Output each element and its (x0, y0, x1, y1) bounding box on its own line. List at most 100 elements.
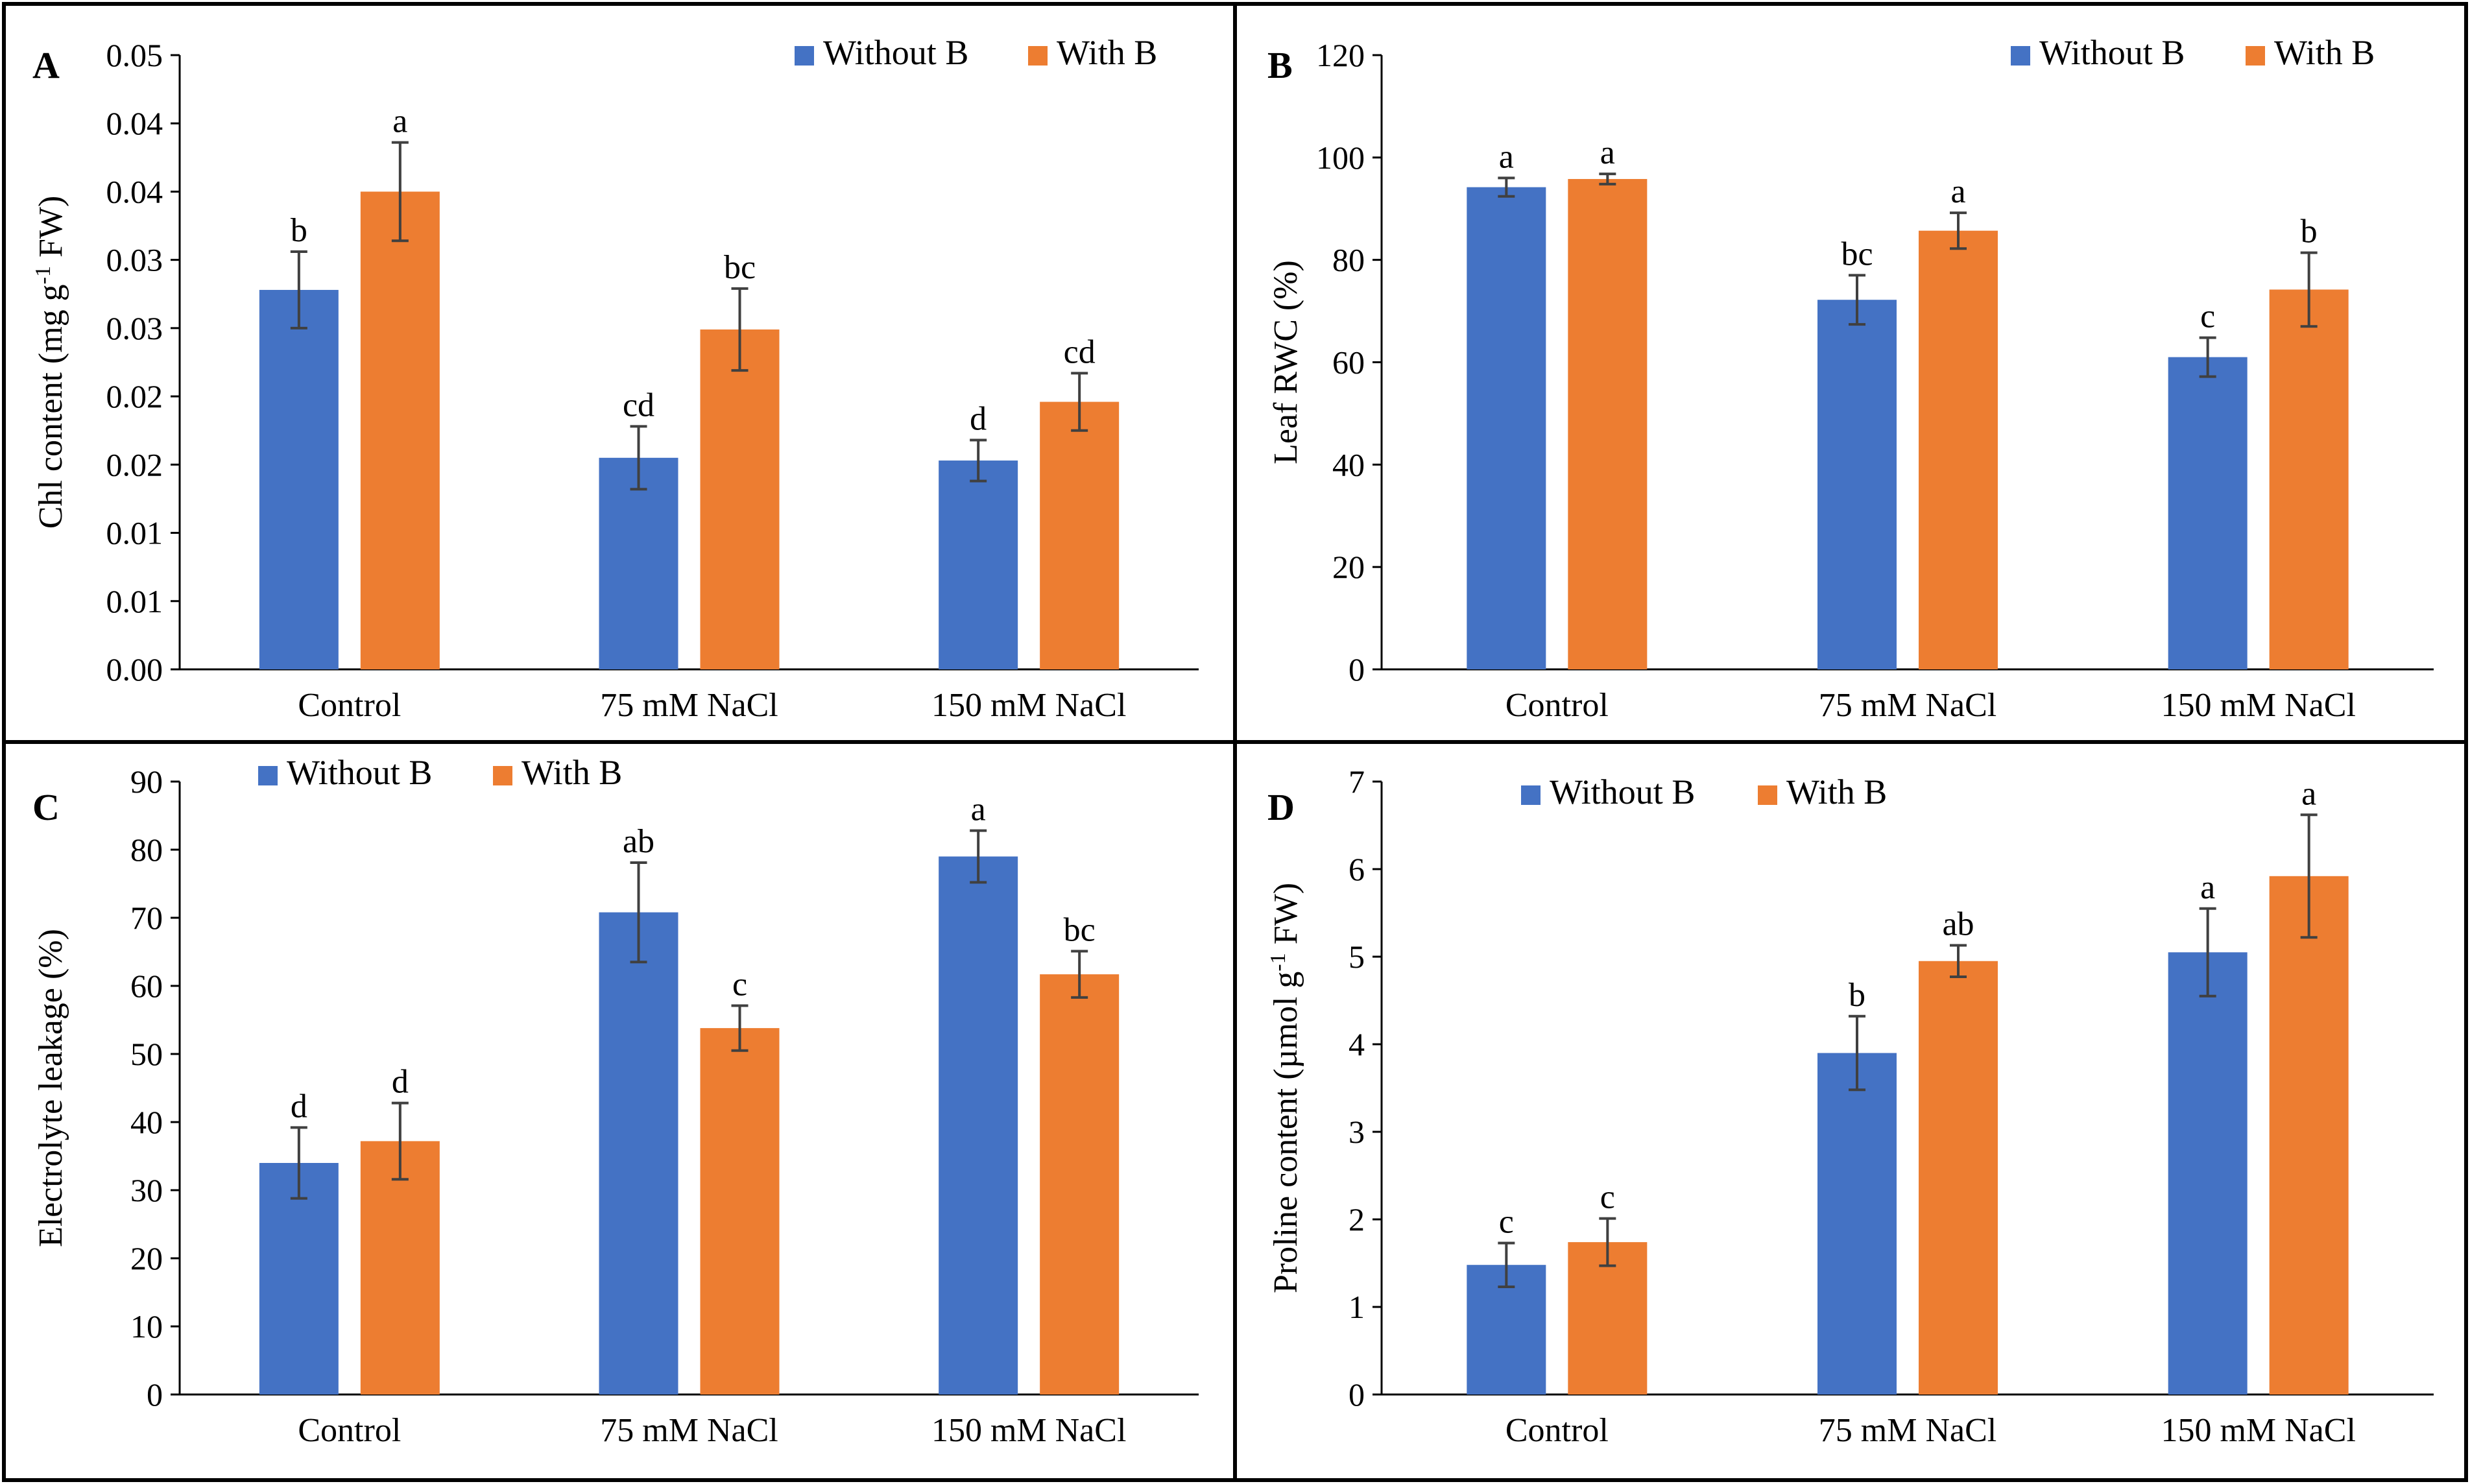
y-tick-label: 0.04 (106, 105, 163, 141)
y-tick-label: 80 (130, 832, 163, 868)
y-axis-title-main: Proline content (µmol g (1267, 972, 1304, 1293)
significance-letter: a (1950, 173, 1965, 210)
y-tick-label: 30 (130, 1172, 163, 1208)
y-axis-title-tail: FW) (1267, 883, 1304, 953)
bar-with-b (1568, 1242, 1648, 1394)
significance-letter: c (1499, 1203, 1514, 1240)
legend-label-with-b: With B (1786, 772, 1887, 811)
y-tick-label: 4 (1349, 1026, 1365, 1062)
bar-with-b (2269, 876, 2349, 1394)
bar-with-b (700, 329, 780, 669)
y-tick-label: 7 (1349, 763, 1365, 800)
legend-swatch-without-b (1521, 785, 1541, 805)
significance-letter: d (970, 400, 987, 437)
legend-label-without-b: Without B (1550, 772, 1695, 811)
panel-label: D (1267, 786, 1295, 828)
bar-with-b (1919, 230, 1998, 669)
x-tick-label: 150 mM NaCl (2161, 687, 2355, 724)
x-tick-label: Control (298, 687, 401, 724)
x-tick-label: Control (1505, 1412, 1609, 1449)
bar-with-b (1919, 961, 1998, 1394)
y-tick-label: 100 (1316, 139, 1365, 176)
y-tick-label: 0.05 (106, 37, 163, 73)
bar-without-b (259, 1163, 339, 1394)
y-axis-title: Proline content (µmol g-1 FW) (1266, 883, 1304, 1293)
y-axis-title: Electrolyte leakage (%) (32, 929, 69, 1247)
panel-label: B (1267, 44, 1293, 86)
y-tick-label: 50 (130, 1036, 163, 1072)
panel-c: C 0 10 20 30 40 50 60 70 80 90 Electrolyte leakage … (32, 753, 1199, 1449)
y-tick-label: 0.01 (106, 583, 163, 619)
significance-letter: ab (1942, 905, 1974, 942)
y-axis-title-main: Leaf RWC (%) (1267, 260, 1304, 464)
y-tick-label: 0.00 (106, 651, 163, 688)
y-tick-label: 80 (1332, 242, 1365, 278)
y-tick-label: 2 (1349, 1201, 1365, 1238)
bar-with-b (2269, 289, 2349, 669)
y-tick-label: 0 (1349, 1376, 1365, 1413)
legend-swatch-with-b (1758, 785, 1777, 805)
panel-b: B 0 20 40 60 80 100 120 Leaf RWC (%) Control a a 75 … (1267, 33, 2434, 724)
significance-letter: a (1499, 138, 1514, 175)
significance-letter: c (1600, 1179, 1615, 1216)
bar-without-b (1467, 187, 1546, 670)
legend-label-without-b: Without B (823, 33, 968, 72)
significance-letter: bc (1841, 235, 1873, 272)
legend-swatch-with-b (493, 766, 512, 785)
y-tick-label: 40 (130, 1104, 163, 1140)
bar-without-b (599, 912, 678, 1394)
significance-letter: c (2200, 298, 2215, 335)
significance-letter: b (291, 212, 307, 249)
bar-with-b (360, 191, 440, 669)
significance-letter: cd (1064, 333, 1096, 370)
x-tick-label: 150 mM NaCl (931, 1412, 1126, 1449)
bar-with-b (1040, 974, 1120, 1394)
y-tick-label: 60 (1332, 344, 1365, 381)
x-tick-label: Control (298, 1412, 401, 1449)
significance-letter: a (2200, 869, 2215, 906)
bar-with-b (1040, 401, 1120, 669)
panel-label: A (32, 44, 60, 86)
bar-without-b (939, 856, 1018, 1394)
y-tick-label: 0 (1349, 651, 1365, 688)
y-tick-label: 40 (1332, 446, 1365, 483)
significance-letter: bc (724, 249, 756, 286)
x-tick-label: 150 mM NaCl (931, 687, 1126, 724)
y-tick-label: 0.02 (106, 446, 163, 483)
x-tick-label: 75 mM NaCl (1819, 687, 1996, 724)
y-axis-title-main: Chl content (mg g (32, 284, 69, 529)
y-axis-title-main: Electrolyte leakage (%) (32, 929, 69, 1247)
legend-swatch-without-b (795, 46, 814, 66)
legend-label-with-b: With B (522, 753, 622, 792)
y-tick-label: 5 (1349, 939, 1365, 975)
significance-letter: c (732, 966, 747, 1003)
legend-swatch-without-b (258, 766, 278, 785)
y-axis-title: Leaf RWC (%) (1267, 260, 1304, 464)
legend-swatch-with-b (2246, 46, 2265, 66)
y-axis-title-sup: -1 (1266, 953, 1290, 971)
x-tick-label: 150 mM NaCl (2161, 1412, 2355, 1449)
x-tick-label: 75 mM NaCl (600, 687, 778, 724)
x-tick-label: 75 mM NaCl (1819, 1412, 1996, 1449)
y-axis-title: Chl content (mg g-1 FW) (31, 196, 69, 529)
x-tick-label: 75 mM NaCl (600, 1412, 778, 1449)
legend-label-without-b: Without B (287, 753, 432, 792)
significance-letter: d (291, 1088, 307, 1125)
y-tick-label: 0.01 (106, 515, 163, 551)
bar-without-b (2168, 952, 2248, 1394)
bar-with-b (1568, 178, 1648, 669)
bar-without-b (1817, 300, 1897, 669)
legend-swatch-with-b (1028, 46, 1048, 66)
legend-label-without-b: Without B (2039, 33, 2185, 72)
significance-letter: b (2301, 213, 2318, 250)
significance-letter: b (1849, 977, 1865, 1014)
significance-letter: a (392, 103, 407, 140)
y-axis-title-sup: -1 (31, 266, 55, 284)
significance-letter: d (392, 1064, 409, 1101)
significance-letter: bc (1064, 911, 1096, 948)
y-tick-label: 70 (130, 900, 163, 936)
y-tick-label: 90 (130, 763, 163, 800)
panel-label: C (32, 786, 60, 828)
significance-letter: a (971, 791, 986, 828)
